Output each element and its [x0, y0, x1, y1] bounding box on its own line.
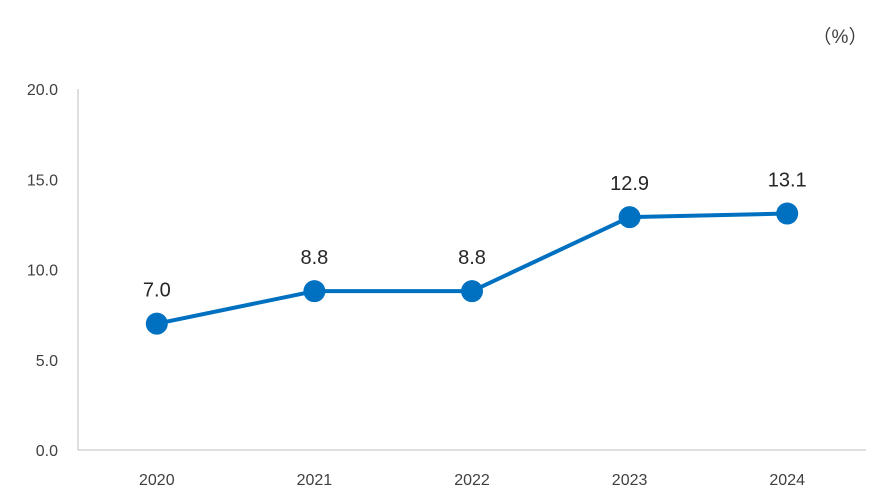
y-tick-label: 10.0 — [27, 263, 58, 280]
x-tick-label: 2020 — [139, 472, 175, 489]
data-labels: 7.0 8.8 8.8 12.9 13.1 — [143, 170, 807, 302]
data-label: 8.8 — [458, 247, 486, 269]
data-label: 13.1 — [768, 170, 807, 192]
unit-label: （%） — [813, 26, 868, 48]
y-axis-ticks: 0.0 5.0 10.0 15.0 20.0 — [27, 82, 58, 460]
data-point — [618, 206, 641, 229]
x-tick-label: 2023 — [612, 472, 648, 489]
data-label: 8.8 — [300, 247, 328, 269]
data-point — [145, 312, 168, 335]
x-tick-label: 2022 — [454, 472, 490, 489]
data-point — [461, 280, 483, 303]
y-tick-label: 0.0 — [36, 443, 58, 460]
x-tick-label: 2021 — [297, 472, 333, 489]
data-point — [776, 202, 799, 225]
x-tick-label: 2024 — [769, 472, 805, 489]
data-label: 12.9 — [610, 173, 649, 195]
y-tick-label: 20.0 — [27, 82, 58, 99]
data-label: 7.0 — [143, 280, 171, 302]
y-tick-label: 5.0 — [36, 353, 58, 370]
y-tick-label: 15.0 — [27, 172, 58, 189]
data-point — [303, 280, 326, 303]
x-axis-ticks: 2020 2021 2022 2023 2024 — [139, 472, 805, 489]
series-layer — [145, 202, 799, 335]
